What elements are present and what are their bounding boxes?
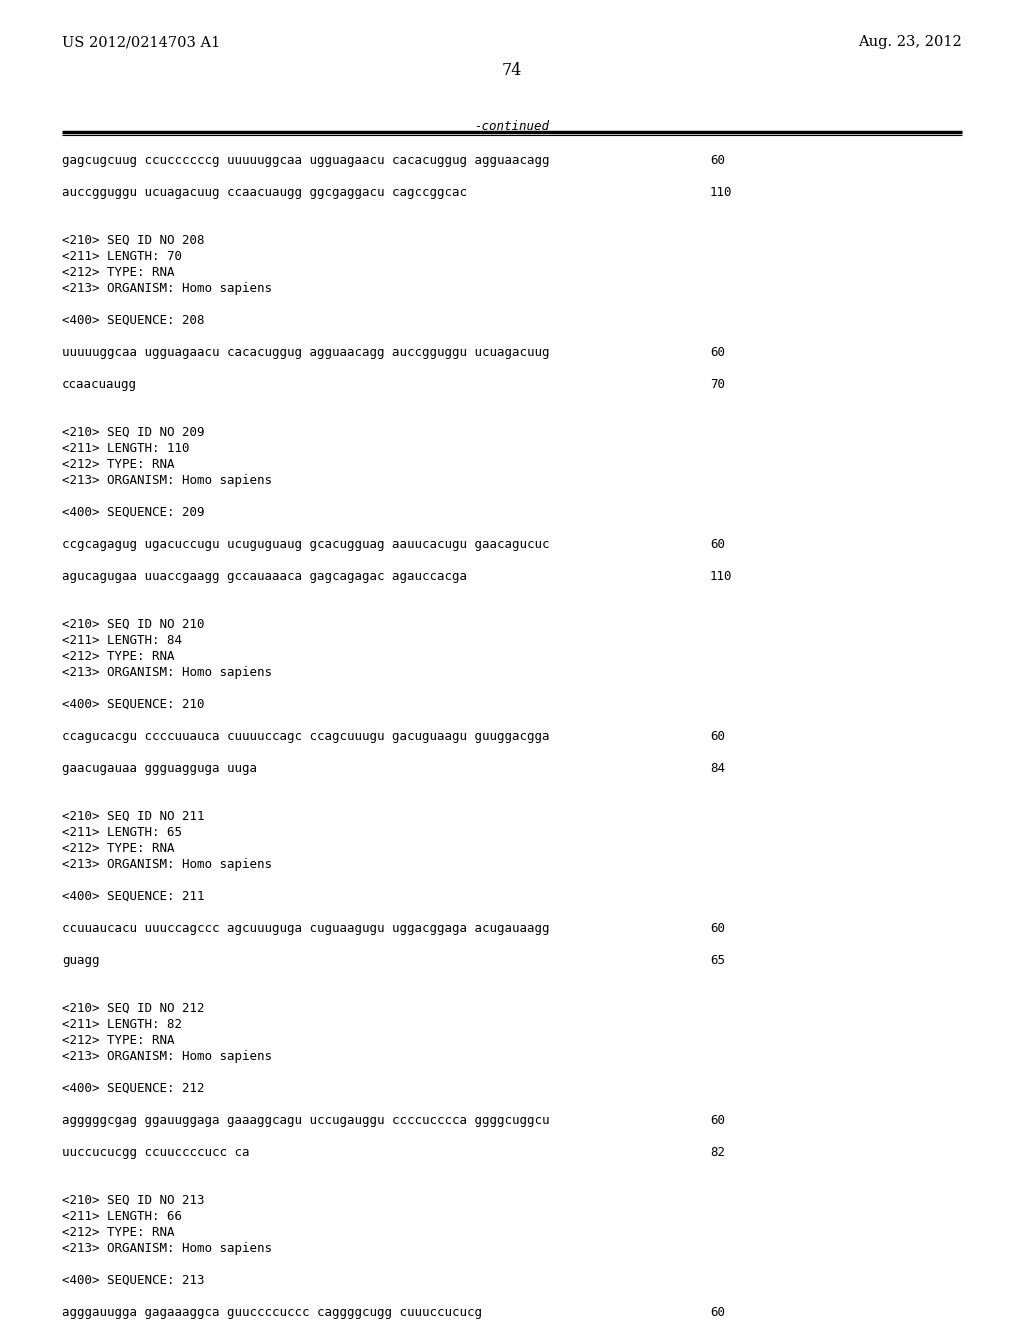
Text: Aug. 23, 2012: Aug. 23, 2012: [858, 36, 962, 49]
Text: 82: 82: [710, 1146, 725, 1159]
Text: <400> SEQUENCE: 208: <400> SEQUENCE: 208: [62, 314, 205, 327]
Text: agggggcgag ggauuggaga gaaaggcagu uccugauggu ccccucccca ggggcuggcu: agggggcgag ggauuggaga gaaaggcagu uccugau…: [62, 1114, 550, 1127]
Text: ccaacuaugg: ccaacuaugg: [62, 378, 137, 391]
Text: 60: 60: [710, 1305, 725, 1319]
Text: 60: 60: [710, 346, 725, 359]
Text: <213> ORGANISM: Homo sapiens: <213> ORGANISM: Homo sapiens: [62, 667, 272, 678]
Text: <211> LENGTH: 70: <211> LENGTH: 70: [62, 249, 182, 263]
Text: agggauugga gagaaaggca guuccccuccc caggggcugg cuuuccucucg: agggauugga gagaaaggca guuccccuccc cagggg…: [62, 1305, 482, 1319]
Text: 60: 60: [710, 921, 725, 935]
Text: <213> ORGANISM: Homo sapiens: <213> ORGANISM: Homo sapiens: [62, 1049, 272, 1063]
Text: <211> LENGTH: 66: <211> LENGTH: 66: [62, 1210, 182, 1224]
Text: <212> TYPE: RNA: <212> TYPE: RNA: [62, 842, 174, 855]
Text: ccagucacgu ccccuuauca cuuuuccagc ccagcuuugu gacuguaagu guuggacgga: ccagucacgu ccccuuauca cuuuuccagc ccagcuu…: [62, 730, 550, 743]
Text: ccuuaucacu uuuccagccc agcuuuguga cuguaagugu uggacggaga acugauaagg: ccuuaucacu uuuccagccc agcuuuguga cuguaag…: [62, 921, 550, 935]
Text: gagcugcuug ccuccccccg uuuuuggcaa ugguagaacu cacacuggug agguaacagg: gagcugcuug ccuccccccg uuuuuggcaa ugguaga…: [62, 154, 550, 168]
Text: <212> TYPE: RNA: <212> TYPE: RNA: [62, 267, 174, 279]
Text: 60: 60: [710, 154, 725, 168]
Text: <210> SEQ ID NO 208: <210> SEQ ID NO 208: [62, 234, 205, 247]
Text: 70: 70: [710, 378, 725, 391]
Text: <213> ORGANISM: Homo sapiens: <213> ORGANISM: Homo sapiens: [62, 1242, 272, 1255]
Text: <210> SEQ ID NO 212: <210> SEQ ID NO 212: [62, 1002, 205, 1015]
Text: -continued: -continued: [474, 120, 550, 133]
Text: 65: 65: [710, 954, 725, 968]
Text: 84: 84: [710, 762, 725, 775]
Text: 74: 74: [502, 62, 522, 79]
Text: <213> ORGANISM: Homo sapiens: <213> ORGANISM: Homo sapiens: [62, 858, 272, 871]
Text: 110: 110: [710, 570, 732, 583]
Text: US 2012/0214703 A1: US 2012/0214703 A1: [62, 36, 220, 49]
Text: ccgcagagug ugacuccugu ucuguguaug gcacugguag aauucacugu gaacagucuc: ccgcagagug ugacuccugu ucuguguaug gcacugg…: [62, 539, 550, 550]
Text: <213> ORGANISM: Homo sapiens: <213> ORGANISM: Homo sapiens: [62, 282, 272, 294]
Text: agucagugaa uuaccgaagg gccauaaaca gagcagagac agauccacga: agucagugaa uuaccgaagg gccauaaaca gagcaga…: [62, 570, 467, 583]
Text: <211> LENGTH: 65: <211> LENGTH: 65: [62, 826, 182, 840]
Text: uuccucucgg ccuuccccucc ca: uuccucucgg ccuuccccucc ca: [62, 1146, 250, 1159]
Text: 60: 60: [710, 730, 725, 743]
Text: <212> TYPE: RNA: <212> TYPE: RNA: [62, 458, 174, 471]
Text: <212> TYPE: RNA: <212> TYPE: RNA: [62, 1226, 174, 1239]
Text: <211> LENGTH: 84: <211> LENGTH: 84: [62, 634, 182, 647]
Text: <400> SEQUENCE: 211: <400> SEQUENCE: 211: [62, 890, 205, 903]
Text: 60: 60: [710, 1114, 725, 1127]
Text: <212> TYPE: RNA: <212> TYPE: RNA: [62, 1034, 174, 1047]
Text: gaacugauaa ggguagguga uuga: gaacugauaa ggguagguga uuga: [62, 762, 257, 775]
Text: <400> SEQUENCE: 213: <400> SEQUENCE: 213: [62, 1274, 205, 1287]
Text: <210> SEQ ID NO 209: <210> SEQ ID NO 209: [62, 426, 205, 440]
Text: <212> TYPE: RNA: <212> TYPE: RNA: [62, 649, 174, 663]
Text: <400> SEQUENCE: 210: <400> SEQUENCE: 210: [62, 698, 205, 711]
Text: uuuuuggcaa ugguagaacu cacacuggug agguaacagg auccgguggu ucuagacuug: uuuuuggcaa ugguagaacu cacacuggug agguaac…: [62, 346, 550, 359]
Text: <400> SEQUENCE: 209: <400> SEQUENCE: 209: [62, 506, 205, 519]
Text: <210> SEQ ID NO 210: <210> SEQ ID NO 210: [62, 618, 205, 631]
Text: <211> LENGTH: 82: <211> LENGTH: 82: [62, 1018, 182, 1031]
Text: 60: 60: [710, 539, 725, 550]
Text: <210> SEQ ID NO 211: <210> SEQ ID NO 211: [62, 810, 205, 822]
Text: <211> LENGTH: 110: <211> LENGTH: 110: [62, 442, 189, 455]
Text: 110: 110: [710, 186, 732, 199]
Text: guagg: guagg: [62, 954, 99, 968]
Text: <400> SEQUENCE: 212: <400> SEQUENCE: 212: [62, 1082, 205, 1096]
Text: <210> SEQ ID NO 213: <210> SEQ ID NO 213: [62, 1195, 205, 1206]
Text: auccgguggu ucuagacuug ccaacuaugg ggcgaggacu cagccggcac: auccgguggu ucuagacuug ccaacuaugg ggcgagg…: [62, 186, 467, 199]
Text: <213> ORGANISM: Homo sapiens: <213> ORGANISM: Homo sapiens: [62, 474, 272, 487]
